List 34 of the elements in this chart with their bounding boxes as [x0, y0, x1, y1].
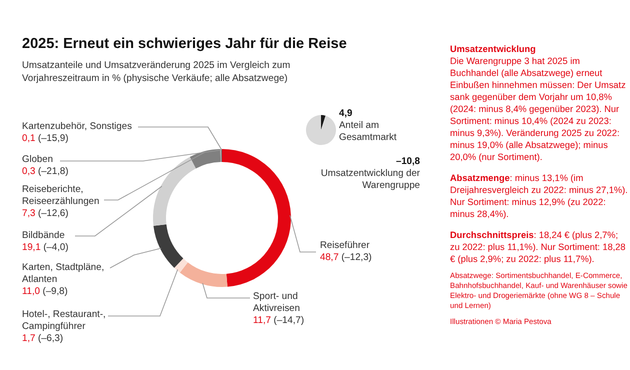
data-label: 19,1 (–4,0) — [22, 242, 68, 253]
slice-label: Reiseberichte, Reiseerzählungen — [22, 184, 100, 208]
text: Anteil am Gesamtmarkt — [339, 120, 398, 144]
chart-title: 2025: Erneut ein schwieriges Jahr für die Reise — [22, 36, 347, 52]
slice-label: Karten, Stadtpläne, Atlanten — [22, 262, 106, 286]
slice-label: Globen — [22, 154, 54, 166]
donut-slice — [153, 224, 184, 268]
text: Umsatzentwicklung — [450, 43, 537, 55]
data-label: 48,7 (–12,3) — [320, 252, 372, 263]
slice-label: Reiseführer — [320, 240, 371, 252]
data-label: 11,0 (–9,8) — [22, 286, 68, 297]
data-label: 7,3 (–12,6) — [22, 208, 68, 219]
text: Umsatzentwicklung der Warengruppe — [320, 168, 420, 192]
text: 4,9 — [339, 108, 354, 120]
slice-label: Hotel-, Restaurant-, Campingführer — [22, 309, 107, 333]
slice-label: Bildbände — [22, 230, 66, 242]
donut-slice — [190, 149, 221, 168]
donut-slice — [174, 258, 188, 273]
donut-slice — [153, 156, 196, 226]
slice-label: Sport- und Aktivreisen — [253, 291, 301, 315]
pie-slice — [306, 115, 336, 145]
data-label: 0,3 (–21,8) — [22, 166, 68, 177]
text: Absatzmenge — [450, 173, 510, 183]
pie-slice — [321, 115, 326, 130]
donut-slice — [222, 149, 291, 287]
text: –10,8 — [394, 156, 420, 168]
slice-label: Kartenzubehör, Sonstiges — [22, 121, 133, 133]
data-label: 1,7 (–6,3) — [22, 333, 64, 344]
data-label: 11,7 (–14,7) — [253, 315, 304, 326]
donut-slice — [180, 262, 228, 287]
data-label: 0,1 (–15,9) — [22, 133, 68, 144]
text: Durchschnittspreis — [450, 230, 534, 240]
text: Die Warengruppe 3 hat 2025 im Buchhandel (alle Absatzwege) erneut Einbußen hinnehmen müssen: Der Umsatz sank gegenüber dem Vorjahr um 10,8% (2024: minus 8,4% gegenüber 2023). Nur Sortiment: minus 10,4% (2024 zu 2023: minus 9,3%). Veränderung 2025 zu 2022: minus 19,0% (alle Absatzwege); minus 20,0% (nur Sortiment). — [450, 56, 626, 162]
chart-subtitle: Umsatzanteile und Umsatzveränderung 2025 im Vergleich zum Vorjahreszeitraum in % (physische Verkäufe; alle Absatzwege) — [22, 59, 292, 85]
